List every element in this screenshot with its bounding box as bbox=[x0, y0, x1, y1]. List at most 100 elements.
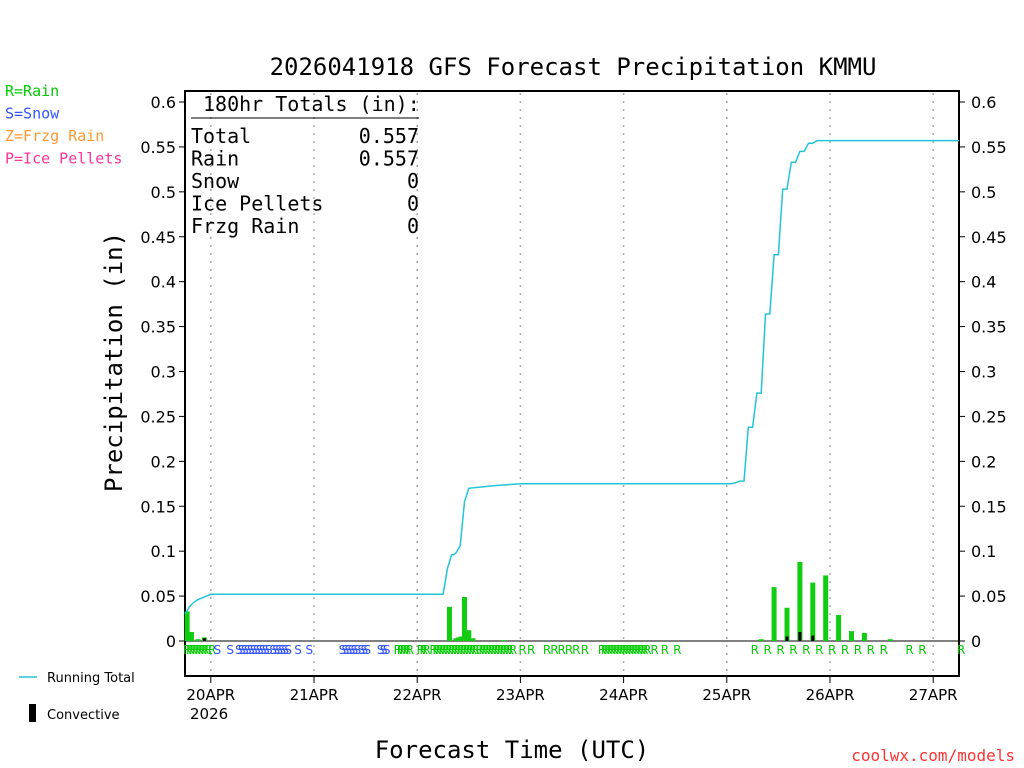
ptype-marker-rain: R bbox=[789, 643, 797, 657]
ptype-marker-rain: R bbox=[468, 643, 476, 657]
ptype-marker-snow: S bbox=[281, 643, 289, 657]
ptype-legend-item: S=Snow bbox=[5, 105, 60, 123]
y-tick-label-right: 0.1 bbox=[971, 542, 996, 561]
totals-row-value: 0.557 bbox=[359, 147, 419, 171]
y-tick-label-right: 0.55 bbox=[971, 138, 1007, 157]
ptype-marker-rain: R bbox=[918, 643, 926, 657]
ptype-marker-rain: R bbox=[763, 643, 771, 657]
ptype-marker-rain: R bbox=[828, 643, 836, 657]
x-axis-label: Forecast Time (UTC) bbox=[375, 736, 650, 764]
y-tick-label-right: 0.5 bbox=[971, 183, 996, 202]
ptype-marker-rain: R bbox=[478, 643, 486, 657]
ptype-marker-snow: S bbox=[339, 643, 347, 657]
ptype-marker-rain: R bbox=[625, 643, 633, 657]
x-tick-label: 27APR bbox=[909, 686, 958, 704]
ptype-marker-rain: R bbox=[604, 643, 612, 657]
ptype-legend-item: P=Ice Pellets bbox=[5, 150, 122, 168]
convective-bar bbox=[798, 632, 802, 641]
y-tick-label: 0.3 bbox=[151, 363, 176, 382]
ptype-marker-rain: R bbox=[487, 643, 495, 657]
ptype-marker-snow: S bbox=[284, 643, 292, 657]
ptype-marker-rain: R bbox=[438, 643, 446, 657]
ptype-marker-rain: R bbox=[610, 643, 618, 657]
precip-bar bbox=[455, 637, 461, 641]
ptype-marker-rain: R bbox=[565, 643, 573, 657]
y-axis-right: 0 0.05 0.1 0.15 0.2 0.25 0.3 0.35 0.4 0.45 0.5 0.55… bbox=[959, 93, 1007, 651]
y-axis-left: 0 0.05 0.1 0.15 0.2 0.25 0.3 0.35 0.4 0.45 0.5 0.55… bbox=[140, 93, 185, 651]
x-tick-label: 22APR bbox=[393, 686, 442, 704]
chart-title: 2026041918 GFS Forecast Precipitation KM… bbox=[270, 53, 877, 81]
ptype-marker-rain: R bbox=[189, 643, 197, 657]
ptype-marker-rain: R bbox=[841, 643, 849, 657]
totals-row-label: Total bbox=[191, 124, 251, 148]
ptype-marker-rain: R bbox=[192, 643, 200, 657]
x-tick-label: 20APR bbox=[186, 686, 235, 704]
y-tick-label-right: 0.3 bbox=[971, 363, 996, 382]
precip-bar bbox=[823, 575, 829, 641]
ptype-marker-rain: R bbox=[406, 643, 414, 657]
ptype-marker-snow: S bbox=[241, 643, 249, 657]
ptype-marker-snow: S bbox=[345, 643, 353, 657]
ptype-marker-rain: R bbox=[640, 643, 648, 657]
ptype-marker-snow: S bbox=[259, 643, 267, 657]
y-tick-label-right: 0.05 bbox=[971, 587, 1007, 606]
precip-bar bbox=[771, 587, 777, 641]
totals-row-value: 0 bbox=[407, 169, 419, 193]
ptype-marker-rain: R bbox=[403, 643, 411, 657]
ptype-marker-rain: R bbox=[673, 643, 681, 657]
convective-bars bbox=[202, 632, 815, 641]
ptype-marker-rain: R bbox=[616, 643, 624, 657]
ptype-marker-rain: R bbox=[598, 643, 606, 657]
ptype-marker-rain: R bbox=[905, 643, 913, 657]
y-tick-label-right: 0.2 bbox=[971, 452, 996, 471]
ptype-marker-snow: S bbox=[275, 643, 283, 657]
ptype-marker-rain: R bbox=[550, 643, 558, 657]
ptype-marker-snow: S bbox=[253, 643, 261, 657]
convective-bar bbox=[202, 638, 206, 641]
legend-convective-label: Convective bbox=[47, 708, 120, 723]
ptype-marker-rain: R bbox=[429, 643, 437, 657]
ptype-marker-rain: R bbox=[456, 643, 464, 657]
ptype-marker-rain: R bbox=[204, 643, 212, 657]
precip-bar bbox=[184, 611, 190, 641]
totals-row-value: 0 bbox=[407, 192, 419, 216]
ptype-legend: R=Rain S=Snow Z=Frzg Rain P=Ice Pellets bbox=[5, 82, 122, 168]
precip-bar bbox=[887, 639, 893, 641]
ptype-marker-rain: R bbox=[195, 643, 203, 657]
ptype-marker-rain: R bbox=[543, 643, 551, 657]
ptype-legend-item: Z=Frzg Rain bbox=[5, 127, 104, 145]
ptype-marker-rain: R bbox=[751, 643, 759, 657]
ptype-marker-snow: S bbox=[265, 643, 273, 657]
ptype-marker-rain: R bbox=[650, 643, 658, 657]
precip-bar bbox=[810, 582, 816, 641]
ptype-marker-snow: S bbox=[377, 643, 385, 657]
precip-bar bbox=[836, 614, 842, 641]
ptype-marker-rain: R bbox=[572, 643, 580, 657]
credit-text: coolwx.com/models bbox=[851, 746, 1015, 765]
ptype-marker-rain: R bbox=[400, 643, 408, 657]
ptype-marker-rain: R bbox=[419, 643, 427, 657]
y-tick-label-right: 0 bbox=[971, 632, 981, 651]
y-tick-label-right: 0.45 bbox=[971, 228, 1007, 247]
ptype-marker-rain: R bbox=[867, 643, 875, 657]
ptype-marker-rain: R bbox=[619, 643, 627, 657]
ptype-marker-rain: R bbox=[462, 643, 470, 657]
totals-header: 180hr Totals (in): bbox=[203, 92, 420, 116]
ptype-marker-rain: R bbox=[394, 643, 402, 657]
ptype-marker-rain: R bbox=[459, 643, 467, 657]
ptype-marker-rain: R bbox=[186, 643, 194, 657]
ptype-marker-snow: S bbox=[256, 643, 264, 657]
ptype-marker-rain: R bbox=[481, 643, 489, 657]
totals-row-value: 0 bbox=[407, 214, 419, 238]
ptype-marker-rain: R bbox=[208, 643, 216, 657]
x-tick-label: 23APR bbox=[496, 686, 545, 704]
ptype-marker-rain: R bbox=[441, 643, 449, 657]
ptype-marker-rain: R bbox=[450, 643, 458, 657]
day-gridlines bbox=[210, 93, 934, 676]
x-tick-label: 21APR bbox=[290, 686, 339, 704]
ptype-marker-rain: R bbox=[496, 643, 504, 657]
ptype-marker-rain: R bbox=[581, 643, 589, 657]
ptype-marker-snow: S bbox=[342, 643, 350, 657]
plot-frame bbox=[184, 90, 960, 677]
